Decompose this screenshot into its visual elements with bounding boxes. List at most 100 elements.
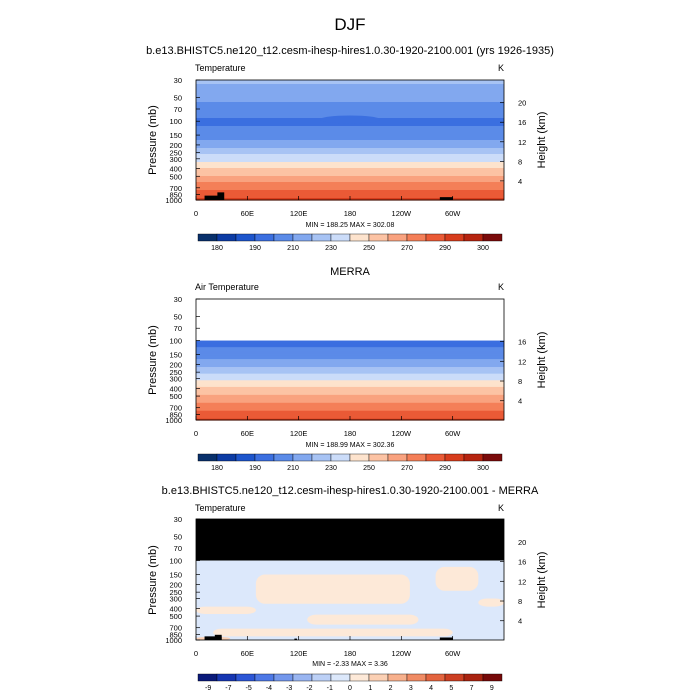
y-tick-label: 100 — [169, 557, 182, 566]
y-tick-label: 50 — [174, 93, 182, 102]
contour-band — [196, 361, 504, 364]
x-tick-label: 60E — [241, 209, 254, 218]
y-tick-label: 500 — [169, 172, 182, 181]
colorbar-label: 190 — [249, 465, 261, 472]
contour-band — [196, 364, 504, 367]
y-tick-label: 300 — [169, 374, 182, 383]
y-tick-label: 150 — [169, 571, 182, 580]
y-tick-label: 150 — [169, 351, 182, 360]
contour-band — [196, 148, 504, 151]
y-tick-label: 400 — [169, 165, 182, 174]
contour-band — [196, 98, 504, 101]
topography — [204, 195, 222, 200]
difference-region — [435, 566, 479, 591]
obs-y2-axis-label: Height (km) — [536, 332, 548, 389]
contour-band — [196, 390, 504, 393]
colorbar-label: -9 — [205, 685, 211, 692]
model-plot-area — [196, 80, 504, 201]
model-panel: b.e13.BHISTC5.ne120_t12.cesm-ihesp-hires… — [146, 45, 554, 252]
contour-band — [196, 372, 504, 375]
colorbar-swatch — [406, 233, 427, 242]
contour-band — [196, 154, 504, 157]
colorbar-label: 270 — [401, 245, 413, 252]
contour-band — [196, 168, 504, 171]
contour-band — [196, 347, 504, 350]
x-tick-label: 120E — [290, 429, 308, 438]
x-tick-label: 60E — [241, 649, 254, 658]
contour-band — [196, 182, 504, 185]
topography — [217, 192, 225, 200]
contour-band — [196, 178, 504, 181]
contour-band — [196, 389, 504, 392]
contour-band — [196, 86, 504, 89]
contour-band — [196, 130, 504, 133]
contour-band — [196, 146, 504, 149]
topography — [204, 636, 222, 640]
y2-tick-label: 12 — [518, 138, 526, 147]
colorbar-swatch — [463, 673, 484, 682]
colorbar-swatch — [330, 233, 351, 242]
colorbar-swatch — [406, 453, 427, 462]
colorbar-label: 9 — [490, 685, 494, 692]
y-tick-label: 70 — [174, 544, 182, 553]
contour-band — [196, 352, 504, 355]
contour-band — [196, 388, 504, 391]
colorbar-swatch — [197, 233, 218, 242]
x-tick-label: 60E — [241, 429, 254, 438]
contour-band — [196, 104, 504, 107]
figure-title: DJF — [334, 15, 365, 34]
contour-band — [196, 132, 504, 135]
colorbar-swatch — [330, 673, 351, 682]
y-tick-label: 50 — [174, 533, 182, 542]
colorbar-label: 210 — [287, 465, 299, 472]
contour-band — [196, 136, 504, 139]
y2-tick-label: 20 — [518, 538, 526, 547]
colorbar-label: -2 — [306, 685, 312, 692]
colorbar-swatch — [425, 453, 446, 462]
contour-band — [196, 409, 504, 412]
contour-band — [196, 172, 504, 175]
contour-band — [196, 373, 504, 376]
colorbar-swatch — [463, 453, 484, 462]
colorbar-swatch — [292, 673, 313, 682]
colorbar-swatch — [482, 453, 503, 462]
colorbar-swatch — [406, 673, 427, 682]
y-tick-label: 70 — [174, 105, 182, 114]
contour-band — [196, 108, 504, 111]
colorbar-label: 190 — [249, 245, 261, 252]
y2-tick-label: 16 — [518, 118, 526, 127]
contour-band — [196, 106, 504, 109]
y-tick-label: 700 — [169, 624, 182, 633]
contour-band — [196, 128, 504, 131]
colorbar-swatch — [216, 673, 237, 682]
contour-band — [196, 186, 504, 189]
x-tick-label: 120E — [290, 649, 308, 658]
obs-min-max: MIN = 188.99 MAX = 302.36 — [306, 442, 395, 449]
x-tick-label: 60W — [445, 649, 461, 658]
contour-band — [196, 378, 504, 381]
y2-tick-label: 20 — [518, 99, 526, 108]
y-tick-label: 1000 — [165, 416, 182, 425]
contour-band — [196, 404, 504, 407]
x-tick-label: 180 — [344, 429, 357, 438]
colorbar-swatch — [444, 453, 465, 462]
contour-band — [196, 384, 504, 387]
contour-band — [196, 102, 504, 105]
x-tick-label: 0 — [194, 209, 198, 218]
colorbar-swatch — [216, 233, 237, 242]
contour-band — [196, 158, 504, 161]
missing-data-region — [196, 519, 504, 561]
x-tick-label: 120W — [392, 429, 413, 438]
colorbar-swatch — [368, 453, 389, 462]
y2-tick-label: 12 — [518, 357, 526, 366]
y-tick-label: 70 — [174, 324, 182, 333]
contour-band — [196, 345, 504, 348]
contour-band — [196, 382, 504, 385]
colorbar-swatch — [311, 673, 332, 682]
colorbar-swatch — [444, 233, 465, 242]
contour-band — [196, 414, 504, 417]
colorbar-label: 210 — [287, 245, 299, 252]
contour-band — [196, 162, 504, 165]
contour-band — [196, 94, 504, 97]
